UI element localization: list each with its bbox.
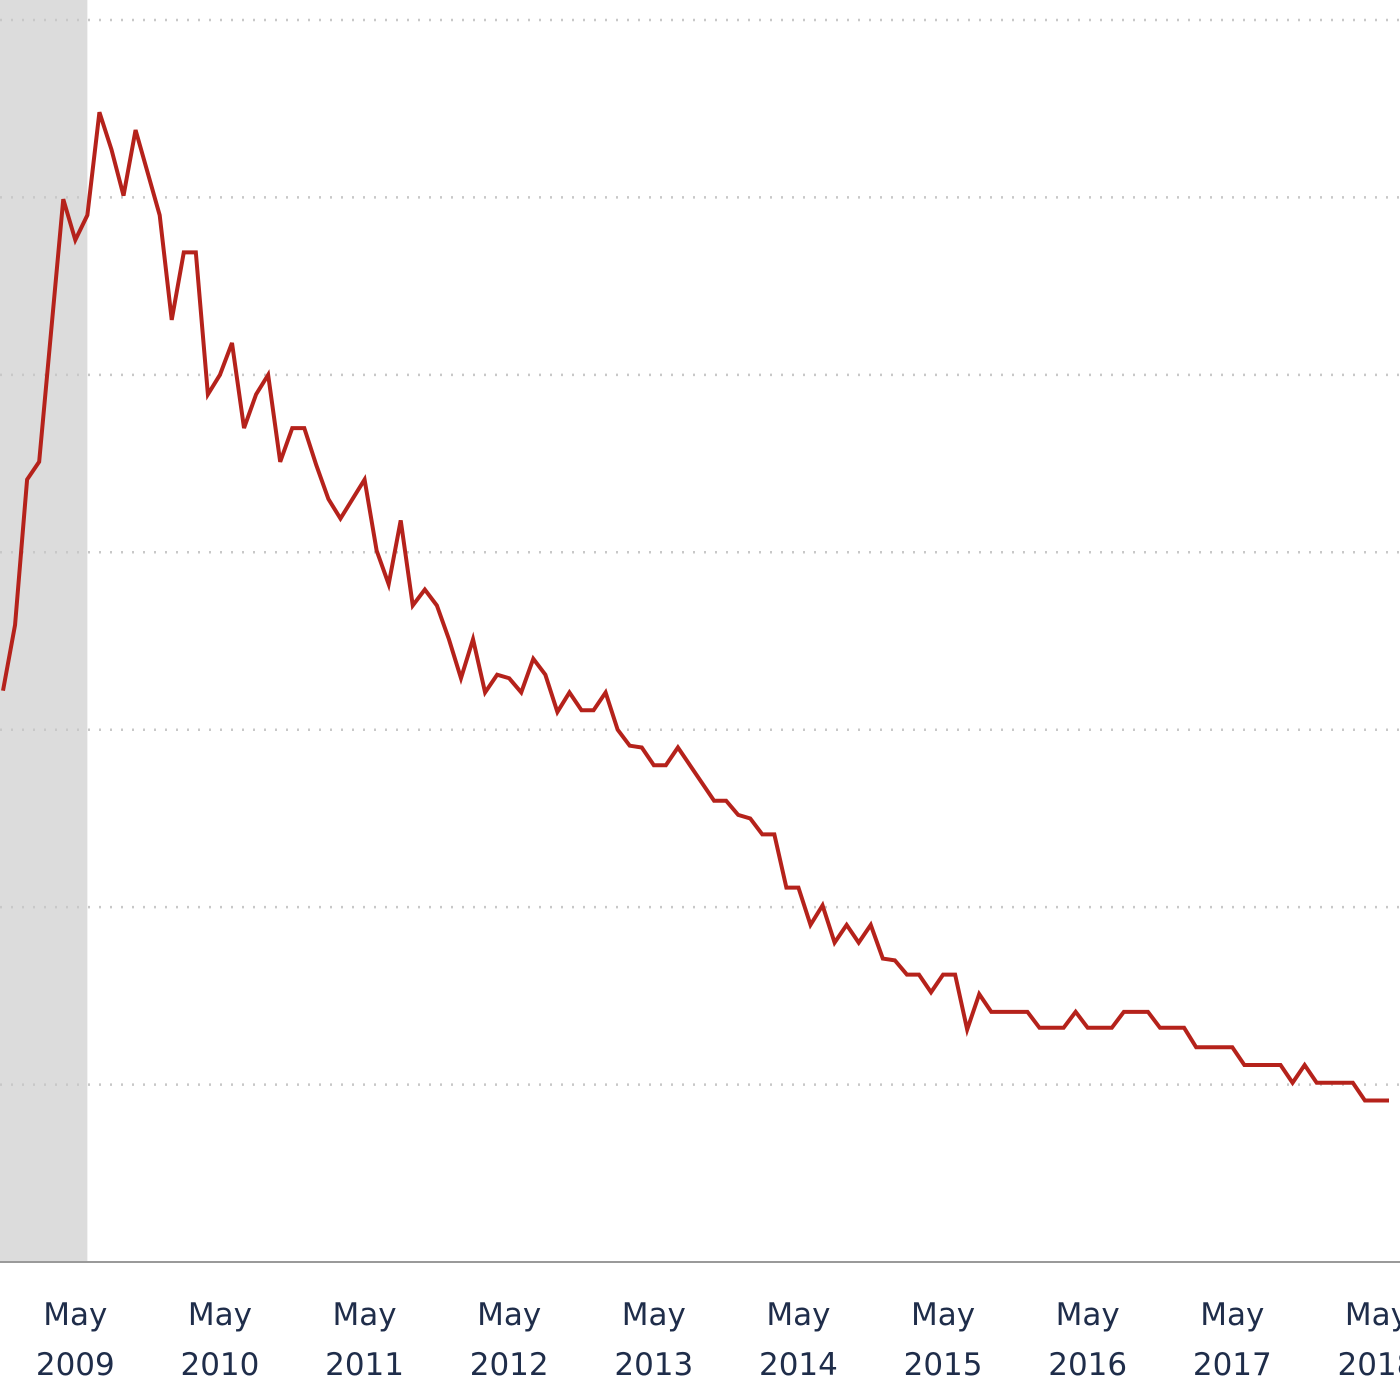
x-tick-label: May 2012: [469, 1297, 549, 1383]
x-tick-label: May 2011: [325, 1297, 405, 1383]
x-tick-label: May 2013: [614, 1297, 694, 1383]
x-tick-label: May 2009: [35, 1297, 115, 1383]
data-line: [1, 111, 1389, 1103]
x-tick-label: May 2014: [758, 1297, 838, 1383]
x-tick-label: May 2016: [1048, 1297, 1128, 1383]
x-tick-label: May 2018: [1337, 1297, 1400, 1383]
x-tick-label: May 2010: [180, 1297, 260, 1383]
x-tick-label: May 2017: [1192, 1297, 1272, 1383]
x-tick-label: May 2015: [903, 1297, 983, 1383]
